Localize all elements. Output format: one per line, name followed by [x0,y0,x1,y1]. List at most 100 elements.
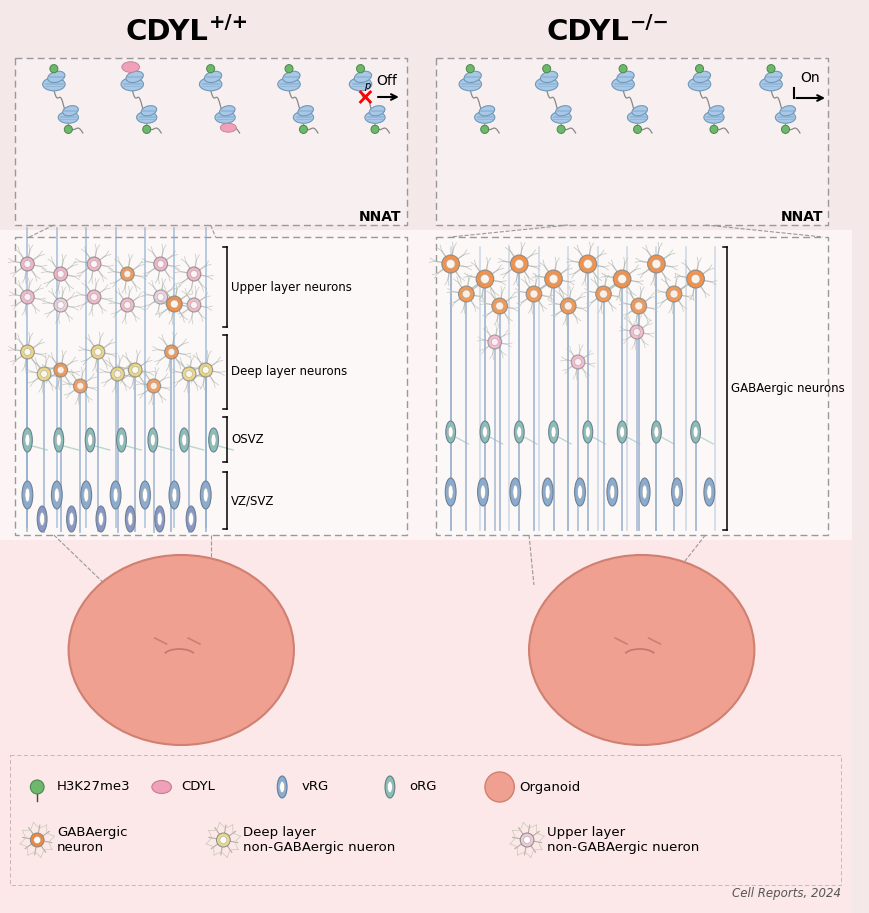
Ellipse shape [122,62,139,72]
Ellipse shape [282,71,300,82]
Circle shape [495,302,503,310]
Ellipse shape [155,506,164,532]
Text: CDYL: CDYL [125,18,208,46]
Circle shape [666,286,681,302]
Circle shape [599,290,607,298]
Circle shape [488,335,501,349]
Circle shape [50,65,58,73]
Ellipse shape [616,421,627,443]
Circle shape [629,325,643,339]
Ellipse shape [607,478,617,506]
Circle shape [199,363,212,377]
Circle shape [220,836,227,844]
Circle shape [475,270,494,288]
Circle shape [76,383,83,390]
Ellipse shape [211,434,216,446]
Ellipse shape [54,488,59,502]
Ellipse shape [186,506,196,532]
Text: vRG: vRG [302,781,328,793]
Circle shape [564,302,572,310]
Ellipse shape [51,481,63,509]
Circle shape [21,290,34,304]
Circle shape [579,255,596,273]
Circle shape [54,298,68,312]
Ellipse shape [141,106,156,116]
Circle shape [30,833,44,847]
Ellipse shape [43,78,65,90]
Circle shape [651,259,660,268]
Bar [15,58,406,225]
Ellipse shape [121,78,143,90]
Text: GABAergic neurons: GABAergic neurons [730,382,844,395]
Ellipse shape [348,78,371,90]
Ellipse shape [448,426,453,437]
Circle shape [54,363,68,377]
Ellipse shape [619,426,624,437]
Circle shape [216,833,230,847]
Text: Off: Off [376,74,397,88]
Circle shape [299,125,307,133]
Circle shape [595,286,611,302]
Ellipse shape [479,106,494,116]
Text: On: On [799,71,819,85]
Ellipse shape [627,111,647,123]
Ellipse shape [540,71,557,82]
Text: Cell Reports, 2024: Cell Reports, 2024 [731,887,839,900]
Ellipse shape [157,512,162,526]
Circle shape [157,293,164,300]
Circle shape [571,355,584,369]
Ellipse shape [707,106,723,116]
Ellipse shape [67,506,76,532]
Ellipse shape [179,428,189,452]
Bar [435,58,827,225]
Ellipse shape [550,111,571,123]
Ellipse shape [706,485,711,499]
Circle shape [583,259,592,268]
Ellipse shape [693,426,697,437]
Circle shape [166,296,182,312]
Ellipse shape [209,428,218,452]
Ellipse shape [671,478,681,506]
Text: Upper layer
non-GABAergic nueron: Upper layer non-GABAergic nueron [546,826,698,854]
Bar [15,58,406,225]
Circle shape [190,301,197,309]
Ellipse shape [81,481,91,509]
Bar [10,755,839,885]
Ellipse shape [550,426,555,437]
Circle shape [154,290,168,304]
Circle shape [285,65,293,73]
Ellipse shape [25,434,30,446]
Text: NNAT: NNAT [359,210,401,224]
Ellipse shape [514,421,523,443]
Circle shape [64,125,72,133]
Circle shape [73,379,87,393]
Circle shape [57,270,64,278]
Ellipse shape [200,481,211,509]
Ellipse shape [759,78,781,90]
Ellipse shape [172,488,176,502]
Circle shape [548,275,557,284]
Circle shape [206,65,215,73]
Ellipse shape [189,512,193,526]
Circle shape [154,257,168,271]
Circle shape [110,367,124,381]
Circle shape [542,65,550,73]
Circle shape [514,259,523,268]
Circle shape [481,125,488,133]
Circle shape [41,371,48,377]
Circle shape [202,366,209,373]
Ellipse shape [779,106,794,116]
Circle shape [633,329,640,335]
Ellipse shape [582,421,592,443]
Ellipse shape [445,478,455,506]
Ellipse shape [277,776,287,798]
Bar [10,755,839,885]
Ellipse shape [58,111,78,123]
Bar [15,237,406,535]
Circle shape [37,367,51,381]
Ellipse shape [83,488,89,502]
Circle shape [491,298,507,314]
Ellipse shape [641,485,647,499]
Ellipse shape [574,478,585,506]
Circle shape [462,290,470,298]
